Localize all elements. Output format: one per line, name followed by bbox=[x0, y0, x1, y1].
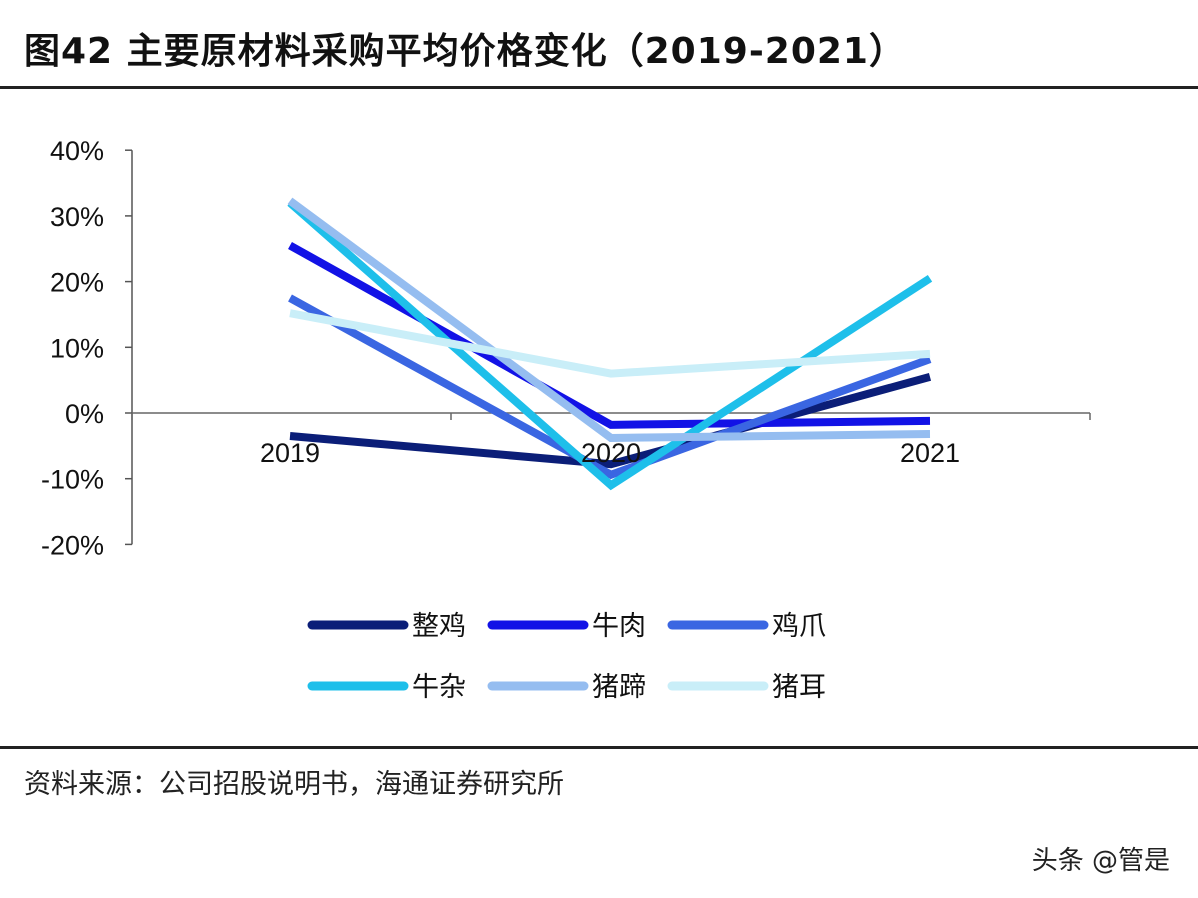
y-tick-label: 10% bbox=[50, 333, 104, 363]
y-tick-label: -10% bbox=[41, 465, 104, 495]
series-line-牛肉 bbox=[288, 241, 931, 429]
source-note: 资料来源：公司招股说明书，海通证券研究所 bbox=[24, 769, 564, 800]
y-tick-label: 40% bbox=[50, 136, 104, 166]
x-tick-label: 2019 bbox=[260, 438, 320, 468]
y-tick-label: 0% bbox=[65, 399, 104, 429]
series-line-猪蹄 bbox=[287, 197, 931, 442]
series-line-鸡爪 bbox=[288, 294, 932, 480]
legend-label: 牛肉 bbox=[592, 611, 646, 642]
title-divider bbox=[0, 86, 1198, 89]
series-line-整鸡 bbox=[289, 373, 932, 469]
y-tick-label: -20% bbox=[41, 530, 104, 560]
y-tick-label: 20% bbox=[50, 268, 104, 298]
source-divider bbox=[0, 746, 1198, 749]
chart-title: 图42 主要原材料采购平均价格变化（2019-2021） bbox=[24, 31, 906, 72]
legend-label: 猪蹄 bbox=[592, 672, 646, 703]
x-tick-label: 2021 bbox=[900, 438, 960, 468]
legend-label: 牛杂 bbox=[412, 672, 466, 703]
series-line-猪耳 bbox=[289, 309, 931, 378]
legend-label: 鸡爪 bbox=[772, 611, 826, 642]
x-tick-label: 2020 bbox=[581, 438, 641, 468]
series-line-牛杂 bbox=[287, 199, 933, 491]
legend-label: 猪耳 bbox=[772, 672, 826, 703]
legend-label: 整鸡 bbox=[412, 611, 466, 642]
y-tick-label: 30% bbox=[50, 202, 104, 232]
watermark: 头条 @管是 bbox=[1031, 846, 1170, 876]
line-chart: 40% 30% 20% 10% 0% -10% -20% 2019 2020 2021 整鸡 牛肉 鸡爪… bbox=[41, 136, 1091, 703]
